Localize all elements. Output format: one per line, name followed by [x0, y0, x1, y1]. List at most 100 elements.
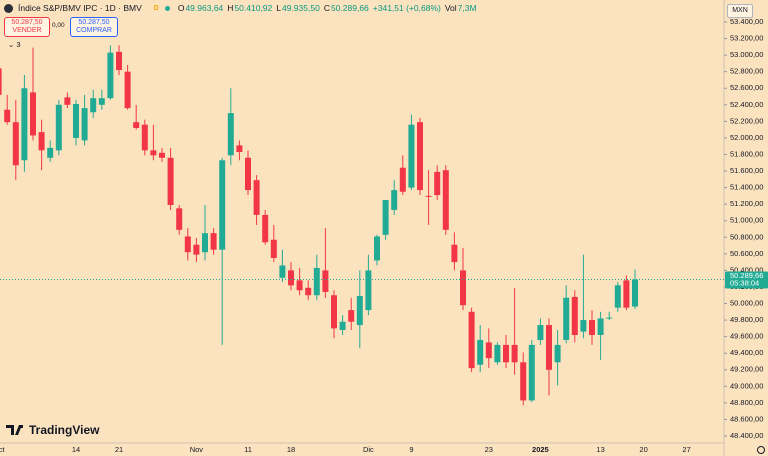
y-tick-label: 52.000,00	[730, 133, 763, 142]
candles	[0, 45, 638, 406]
candle-body	[81, 108, 88, 141]
y-tick-label: 51.800,00	[730, 149, 763, 158]
ohlc-key: H	[227, 3, 234, 13]
candle-body	[623, 280, 630, 308]
candle-body	[21, 88, 28, 161]
x-tick-label: 20	[639, 445, 647, 454]
candle-body	[382, 200, 389, 235]
y-tick-label: 49.000,00	[730, 381, 763, 390]
candle-body	[98, 98, 105, 105]
candle-body	[339, 321, 346, 331]
candle-body	[219, 160, 226, 250]
candle-body	[503, 344, 509, 363]
candle-body	[391, 190, 398, 210]
y-tick-label: 52.600,00	[730, 83, 763, 92]
candle-body	[296, 280, 303, 291]
y-tick-label: 49.800,00	[730, 315, 763, 324]
candle-body	[563, 297, 570, 340]
candle-body	[434, 171, 441, 196]
candle-body	[425, 195, 432, 197]
y-tick-label: 51.000,00	[730, 216, 763, 225]
currency-button[interactable]: MXN	[727, 4, 753, 18]
candle-body	[176, 208, 183, 230]
candle-body	[546, 325, 552, 370]
candle-body	[374, 236, 380, 261]
volume: 7,3M	[457, 3, 477, 13]
last-price-box	[725, 271, 768, 289]
logo-mark	[6, 425, 23, 435]
candle-body	[90, 98, 97, 113]
x-tick-label: 9	[409, 445, 413, 454]
brand-name: TradingView	[29, 423, 100, 437]
indicators-toggle[interactable]: ⌄ 3	[8, 40, 21, 49]
candle-body	[47, 147, 54, 158]
candle-body	[159, 152, 165, 158]
buy-button[interactable]: 50.287,50 COMPRAR	[70, 17, 118, 37]
candle-body	[133, 122, 140, 128]
candle-body	[167, 157, 174, 205]
x-tick-label: Dic	[363, 445, 374, 454]
ohlc-key: L	[276, 3, 281, 13]
candle-body	[460, 270, 466, 306]
candle-body	[253, 180, 260, 215]
change: +341,51 (+0,68%)	[372, 3, 441, 13]
sell-label: VENDER	[12, 27, 42, 34]
candle-body	[227, 113, 234, 156]
candle-body	[485, 342, 492, 359]
candle-body	[150, 150, 157, 156]
x-tick-label: 18	[287, 445, 295, 454]
candle-body	[322, 270, 329, 292]
candle-body	[210, 233, 217, 250]
candle-body	[399, 167, 406, 192]
candle-body	[0, 68, 2, 95]
candle-body	[141, 124, 148, 151]
y-tick-label: 48.800,00	[730, 398, 763, 407]
candle-body	[520, 362, 527, 401]
candle-body	[236, 145, 243, 152]
symbol-title[interactable]: Índice S&P/BMV IPC · 1D · BMV	[18, 3, 142, 13]
candle-body	[262, 214, 269, 243]
candle-body	[331, 295, 337, 329]
candle-body	[571, 296, 578, 335]
y-tick-label: 50.800,00	[730, 232, 763, 241]
ohlc-value: 49.963,64	[185, 3, 224, 13]
brand-logo[interactable]: TradingView	[6, 423, 99, 437]
last-price-label: 50.289,66	[730, 271, 763, 280]
y-tick-label: 50.600,00	[730, 249, 763, 258]
x-tick-label: 2025	[532, 445, 549, 454]
symbol-icon	[4, 3, 13, 13]
candle-body	[64, 97, 71, 105]
indicators-count: 3	[16, 40, 21, 49]
market-status	[164, 5, 170, 11]
candle-body	[589, 320, 595, 335]
candle-body	[408, 124, 415, 188]
ohlc-value: 49.935,50	[281, 3, 320, 13]
y-tick-label: 48.600,00	[730, 414, 763, 423]
candle-body	[30, 92, 36, 136]
candle-body	[494, 344, 501, 363]
candle-body	[279, 265, 286, 278]
candle-body	[288, 270, 294, 286]
y-tick-label: 52.200,00	[730, 116, 763, 125]
candle-body	[528, 344, 535, 401]
y-tick-label: 53.000,00	[730, 50, 763, 59]
candle-body	[193, 244, 200, 255]
candle-body	[554, 344, 561, 363]
y-tick-label: 52.400,00	[730, 100, 763, 109]
sell-button[interactable]: 50.287,50 VENDER	[4, 17, 50, 37]
spread: 0,00	[52, 22, 65, 29]
ohlc-value: 50.289,66	[330, 3, 369, 13]
ohlc-key: C	[323, 3, 330, 13]
candle-body	[614, 285, 621, 308]
candle-body	[597, 318, 604, 335]
candle-body	[245, 157, 251, 191]
y-tick-label: 51.200,00	[730, 199, 763, 208]
settings-icon[interactable]	[757, 446, 765, 454]
candle-body	[451, 244, 458, 263]
volume-key: Vol	[444, 3, 457, 13]
candle-body	[606, 317, 613, 319]
x-tick-label: 21	[115, 445, 123, 454]
candle-body	[124, 71, 131, 109]
